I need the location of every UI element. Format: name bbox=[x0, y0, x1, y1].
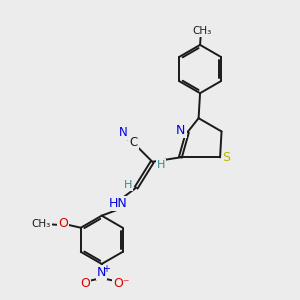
Text: N: N bbox=[119, 126, 128, 139]
Text: CH₃: CH₃ bbox=[192, 26, 211, 36]
Text: O: O bbox=[58, 217, 68, 230]
Text: N: N bbox=[97, 266, 106, 279]
Text: +: + bbox=[102, 264, 110, 274]
Text: HN: HN bbox=[109, 197, 127, 210]
Text: C: C bbox=[129, 136, 138, 149]
Text: H: H bbox=[124, 180, 132, 190]
Text: S: S bbox=[223, 151, 231, 164]
Text: O: O bbox=[81, 277, 91, 290]
Text: H: H bbox=[156, 160, 165, 170]
Text: CH₃: CH₃ bbox=[32, 219, 51, 229]
Text: O⁻: O⁻ bbox=[113, 277, 130, 290]
Text: N: N bbox=[176, 124, 186, 137]
